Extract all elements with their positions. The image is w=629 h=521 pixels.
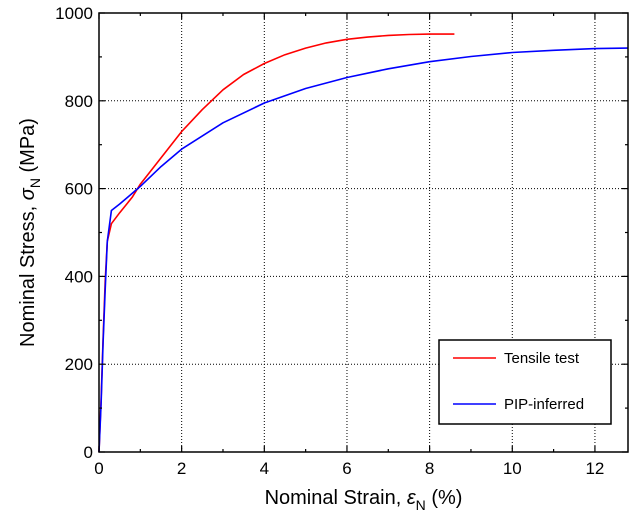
legend-label-tensile-test: Tensile test: [504, 350, 580, 367]
grid-layer: [99, 13, 628, 452]
x-tick-label: 0: [94, 459, 103, 478]
y-tick-label: 0: [84, 443, 93, 462]
y-tick-label: 600: [65, 180, 93, 199]
x-tick-label: 12: [585, 459, 604, 478]
x-tick-label: 8: [425, 459, 434, 478]
legend-label-pip-inferred: PIP-inferred: [504, 396, 584, 413]
y-tick-label: 1000: [55, 4, 93, 23]
y-tick-label: 200: [65, 355, 93, 374]
x-tick-label: 6: [342, 459, 351, 478]
series-line-tensile-test: [98, 33, 455, 453]
legend: Tensile test PIP-inferred: [438, 339, 612, 425]
y-axis-title: Nominal Stress, σN (MPa): [17, 118, 43, 347]
series-line-pip-inferred: [98, 47, 629, 453]
legend-box: [438, 339, 612, 425]
x-tick-label: 10: [503, 459, 522, 478]
series-layer: [98, 33, 629, 453]
x-tick-label: 2: [177, 459, 186, 478]
x-axis-title: Nominal Strain, εN (%): [265, 487, 463, 513]
x-tick-label: 4: [260, 459, 269, 478]
y-tick-label: 400: [65, 267, 93, 286]
tick-layer: 0 2 4 6 8 10 12 0 200 400 600 800 1000: [55, 4, 628, 478]
y-tick-label: 800: [65, 92, 93, 111]
